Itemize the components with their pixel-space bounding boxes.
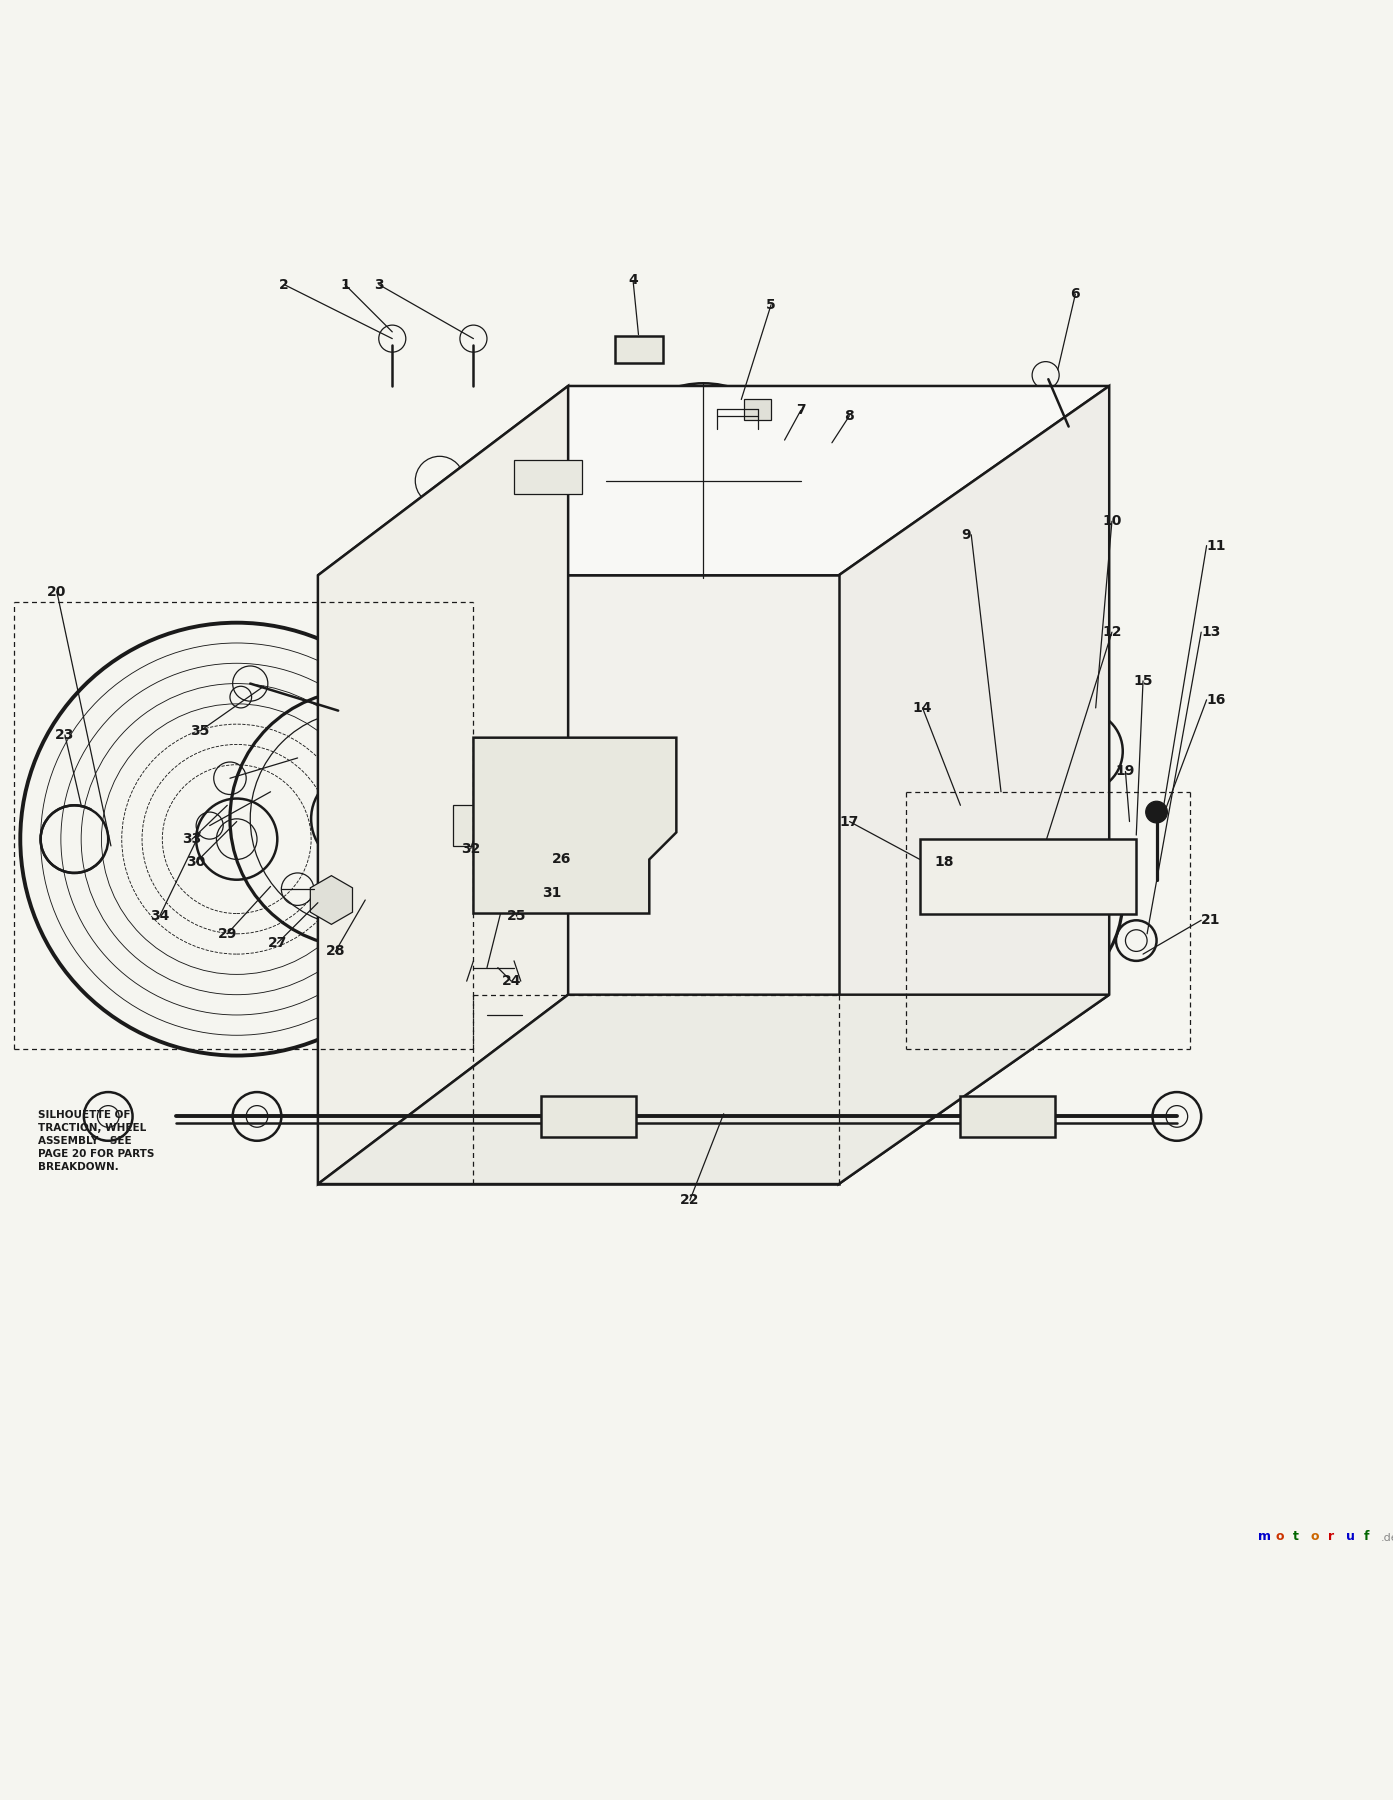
Text: 11: 11	[1206, 538, 1226, 553]
Polygon shape	[318, 995, 1109, 1184]
Text: 32: 32	[461, 842, 481, 855]
Text: 7: 7	[795, 403, 805, 418]
Text: 17: 17	[840, 815, 859, 828]
Text: 27: 27	[267, 936, 287, 950]
Text: 25: 25	[507, 909, 527, 923]
Polygon shape	[474, 738, 677, 914]
Text: 12: 12	[1102, 625, 1121, 639]
Text: 20: 20	[47, 585, 67, 599]
Text: 31: 31	[542, 886, 561, 900]
Text: 30: 30	[187, 855, 206, 869]
Text: 34: 34	[150, 909, 170, 923]
Polygon shape	[318, 385, 1109, 576]
Polygon shape	[919, 839, 1137, 914]
Text: 18: 18	[935, 855, 954, 869]
Text: 22: 22	[680, 1193, 699, 1208]
Text: 16: 16	[1206, 693, 1226, 707]
Polygon shape	[960, 1096, 1055, 1138]
Text: 3: 3	[373, 277, 383, 292]
Text: 14: 14	[912, 700, 932, 715]
Text: 26: 26	[552, 853, 571, 866]
Text: o: o	[1311, 1530, 1319, 1543]
Text: 6: 6	[1071, 286, 1080, 301]
Polygon shape	[318, 576, 839, 1184]
Text: 15: 15	[1134, 673, 1153, 688]
Text: 23: 23	[56, 727, 75, 742]
Polygon shape	[311, 875, 352, 925]
Circle shape	[1145, 801, 1167, 823]
Text: 28: 28	[326, 945, 345, 958]
Text: 35: 35	[191, 724, 210, 738]
Text: 29: 29	[217, 927, 237, 941]
Text: 1: 1	[340, 277, 350, 292]
Text: r: r	[1329, 1530, 1334, 1543]
Text: t: t	[1293, 1530, 1300, 1543]
Text: o: o	[1276, 1530, 1284, 1543]
Text: 9: 9	[961, 527, 971, 542]
Text: m: m	[1258, 1530, 1270, 1543]
Text: 21: 21	[1201, 913, 1220, 927]
Text: 4: 4	[628, 274, 638, 288]
Polygon shape	[744, 400, 772, 419]
Text: 5: 5	[766, 297, 776, 311]
Polygon shape	[453, 805, 493, 846]
Text: 24: 24	[501, 974, 521, 988]
Text: f: f	[1364, 1530, 1369, 1543]
Polygon shape	[616, 337, 663, 364]
Polygon shape	[318, 385, 568, 1184]
Text: 10: 10	[1102, 515, 1121, 527]
Text: 33: 33	[182, 832, 202, 846]
Text: 19: 19	[1116, 765, 1135, 778]
Polygon shape	[540, 1096, 635, 1138]
Text: 13: 13	[1201, 625, 1220, 639]
Text: u: u	[1346, 1530, 1355, 1543]
Text: SILHOUETTE OF
TRACTION, WHEEL
ASSEMBLY - SEE
PAGE 20 FOR PARTS
BREAKDOWN.: SILHOUETTE OF TRACTION, WHEEL ASSEMBLY -…	[38, 1109, 155, 1172]
Polygon shape	[514, 461, 582, 495]
Text: .de: .de	[1380, 1532, 1393, 1543]
Text: 8: 8	[844, 409, 854, 423]
Polygon shape	[839, 385, 1109, 1184]
Text: 2: 2	[279, 277, 288, 292]
